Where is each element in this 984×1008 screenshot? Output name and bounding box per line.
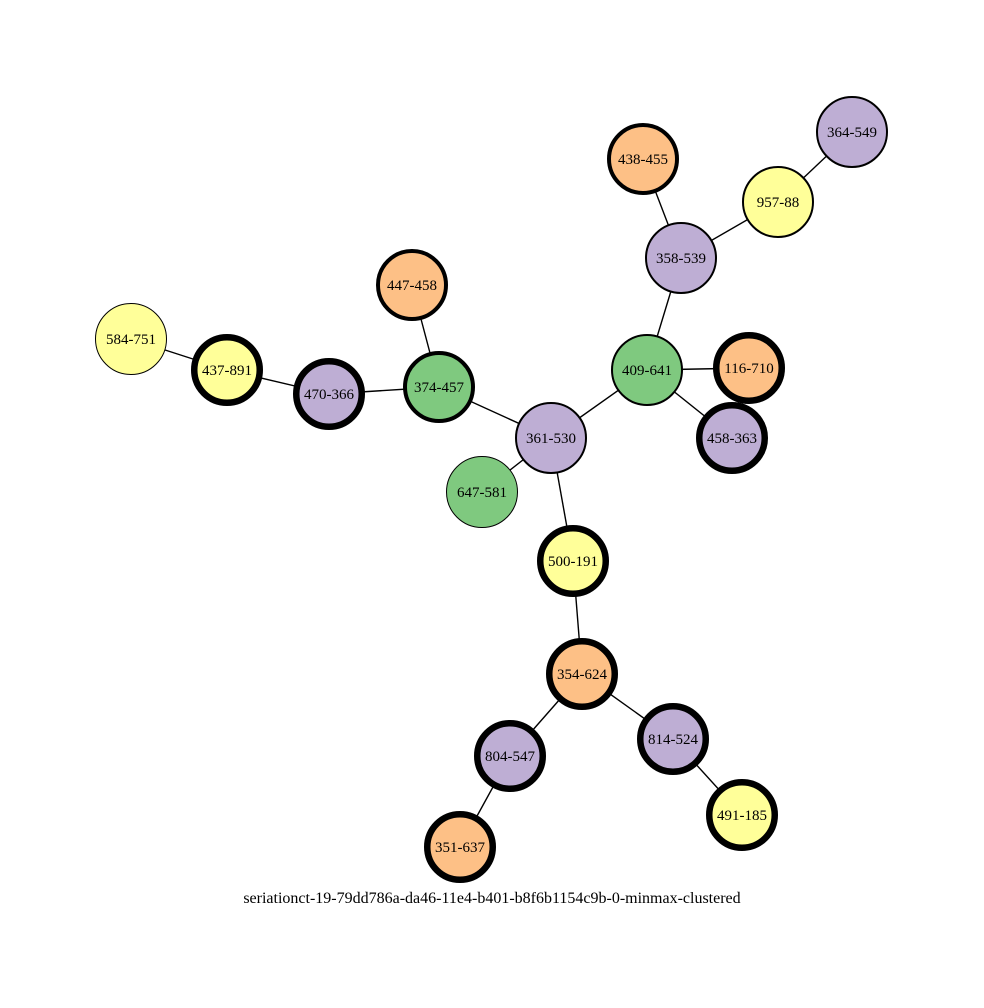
node-814-524: 814-524 xyxy=(637,703,709,775)
node-label: 584-751 xyxy=(106,332,156,348)
node-circle xyxy=(696,402,768,474)
node-447-458: 447-458 xyxy=(376,249,448,321)
node-470-366: 470-366 xyxy=(293,358,365,430)
node-label: 374-457 xyxy=(414,380,464,396)
node-circle xyxy=(645,222,717,294)
node-label: 957-88 xyxy=(757,195,800,211)
node-647-581: 647-581 xyxy=(446,456,518,528)
node-458-363: 458-363 xyxy=(696,402,768,474)
node-409-641: 409-641 xyxy=(611,334,683,406)
node-label: 647-581 xyxy=(457,485,507,501)
node-500-191: 500-191 xyxy=(537,525,609,597)
node-circle xyxy=(293,358,365,430)
node-label: 438-455 xyxy=(618,152,668,168)
node-circle xyxy=(742,166,814,238)
node-circle xyxy=(474,720,546,792)
node-label: 470-366 xyxy=(304,387,354,403)
node-circle xyxy=(706,779,778,851)
node-label: 358-539 xyxy=(656,251,706,267)
node-437-891: 437-891 xyxy=(191,334,263,406)
node-label: 804-547 xyxy=(485,749,535,765)
node-374-457: 374-457 xyxy=(403,351,475,423)
node-354-624: 354-624 xyxy=(546,638,618,710)
node-circle xyxy=(515,402,587,474)
node-circle xyxy=(376,249,448,321)
node-358-539: 358-539 xyxy=(645,222,717,294)
node-804-547: 804-547 xyxy=(474,720,546,792)
node-116-710: 116-710 xyxy=(713,332,785,404)
node-361-530: 361-530 xyxy=(515,402,587,474)
node-label: 361-530 xyxy=(526,431,576,447)
node-circle xyxy=(546,638,618,710)
node-label: 447-458 xyxy=(387,278,437,294)
node-351-637: 351-637 xyxy=(424,811,496,883)
node-circle xyxy=(446,456,518,528)
node-label: 437-891 xyxy=(202,363,252,379)
node-364-549: 364-549 xyxy=(816,96,888,168)
node-491-185: 491-185 xyxy=(706,779,778,851)
graph-nodes: 364-549 957-88 438-455 358-539 447-458 584-75… xyxy=(95,96,888,883)
node-circle xyxy=(713,332,785,404)
node-584-751: 584-751 xyxy=(95,303,167,375)
node-label: 814-524 xyxy=(648,732,698,748)
node-label: 116-710 xyxy=(724,361,773,377)
node-circle xyxy=(424,811,496,883)
graph-caption: seriationct-19-79dd786a-da46-11e4-b401-b… xyxy=(243,890,740,907)
node-circle xyxy=(403,351,475,423)
node-circle xyxy=(816,96,888,168)
node-label: 364-549 xyxy=(827,125,877,141)
node-label: 458-363 xyxy=(707,431,757,447)
node-label: 354-624 xyxy=(557,667,607,683)
node-circle xyxy=(607,123,679,195)
node-label: 351-637 xyxy=(435,840,485,856)
node-label: 409-641 xyxy=(622,363,672,379)
node-circle xyxy=(537,525,609,597)
node-label: 500-191 xyxy=(548,554,598,570)
node-957-88: 957-88 xyxy=(742,166,814,238)
node-label: 491-185 xyxy=(717,808,767,824)
node-438-455: 438-455 xyxy=(607,123,679,195)
node-circle xyxy=(191,334,263,406)
node-circle xyxy=(611,334,683,406)
node-circle xyxy=(95,303,167,375)
node-circle xyxy=(637,703,709,775)
